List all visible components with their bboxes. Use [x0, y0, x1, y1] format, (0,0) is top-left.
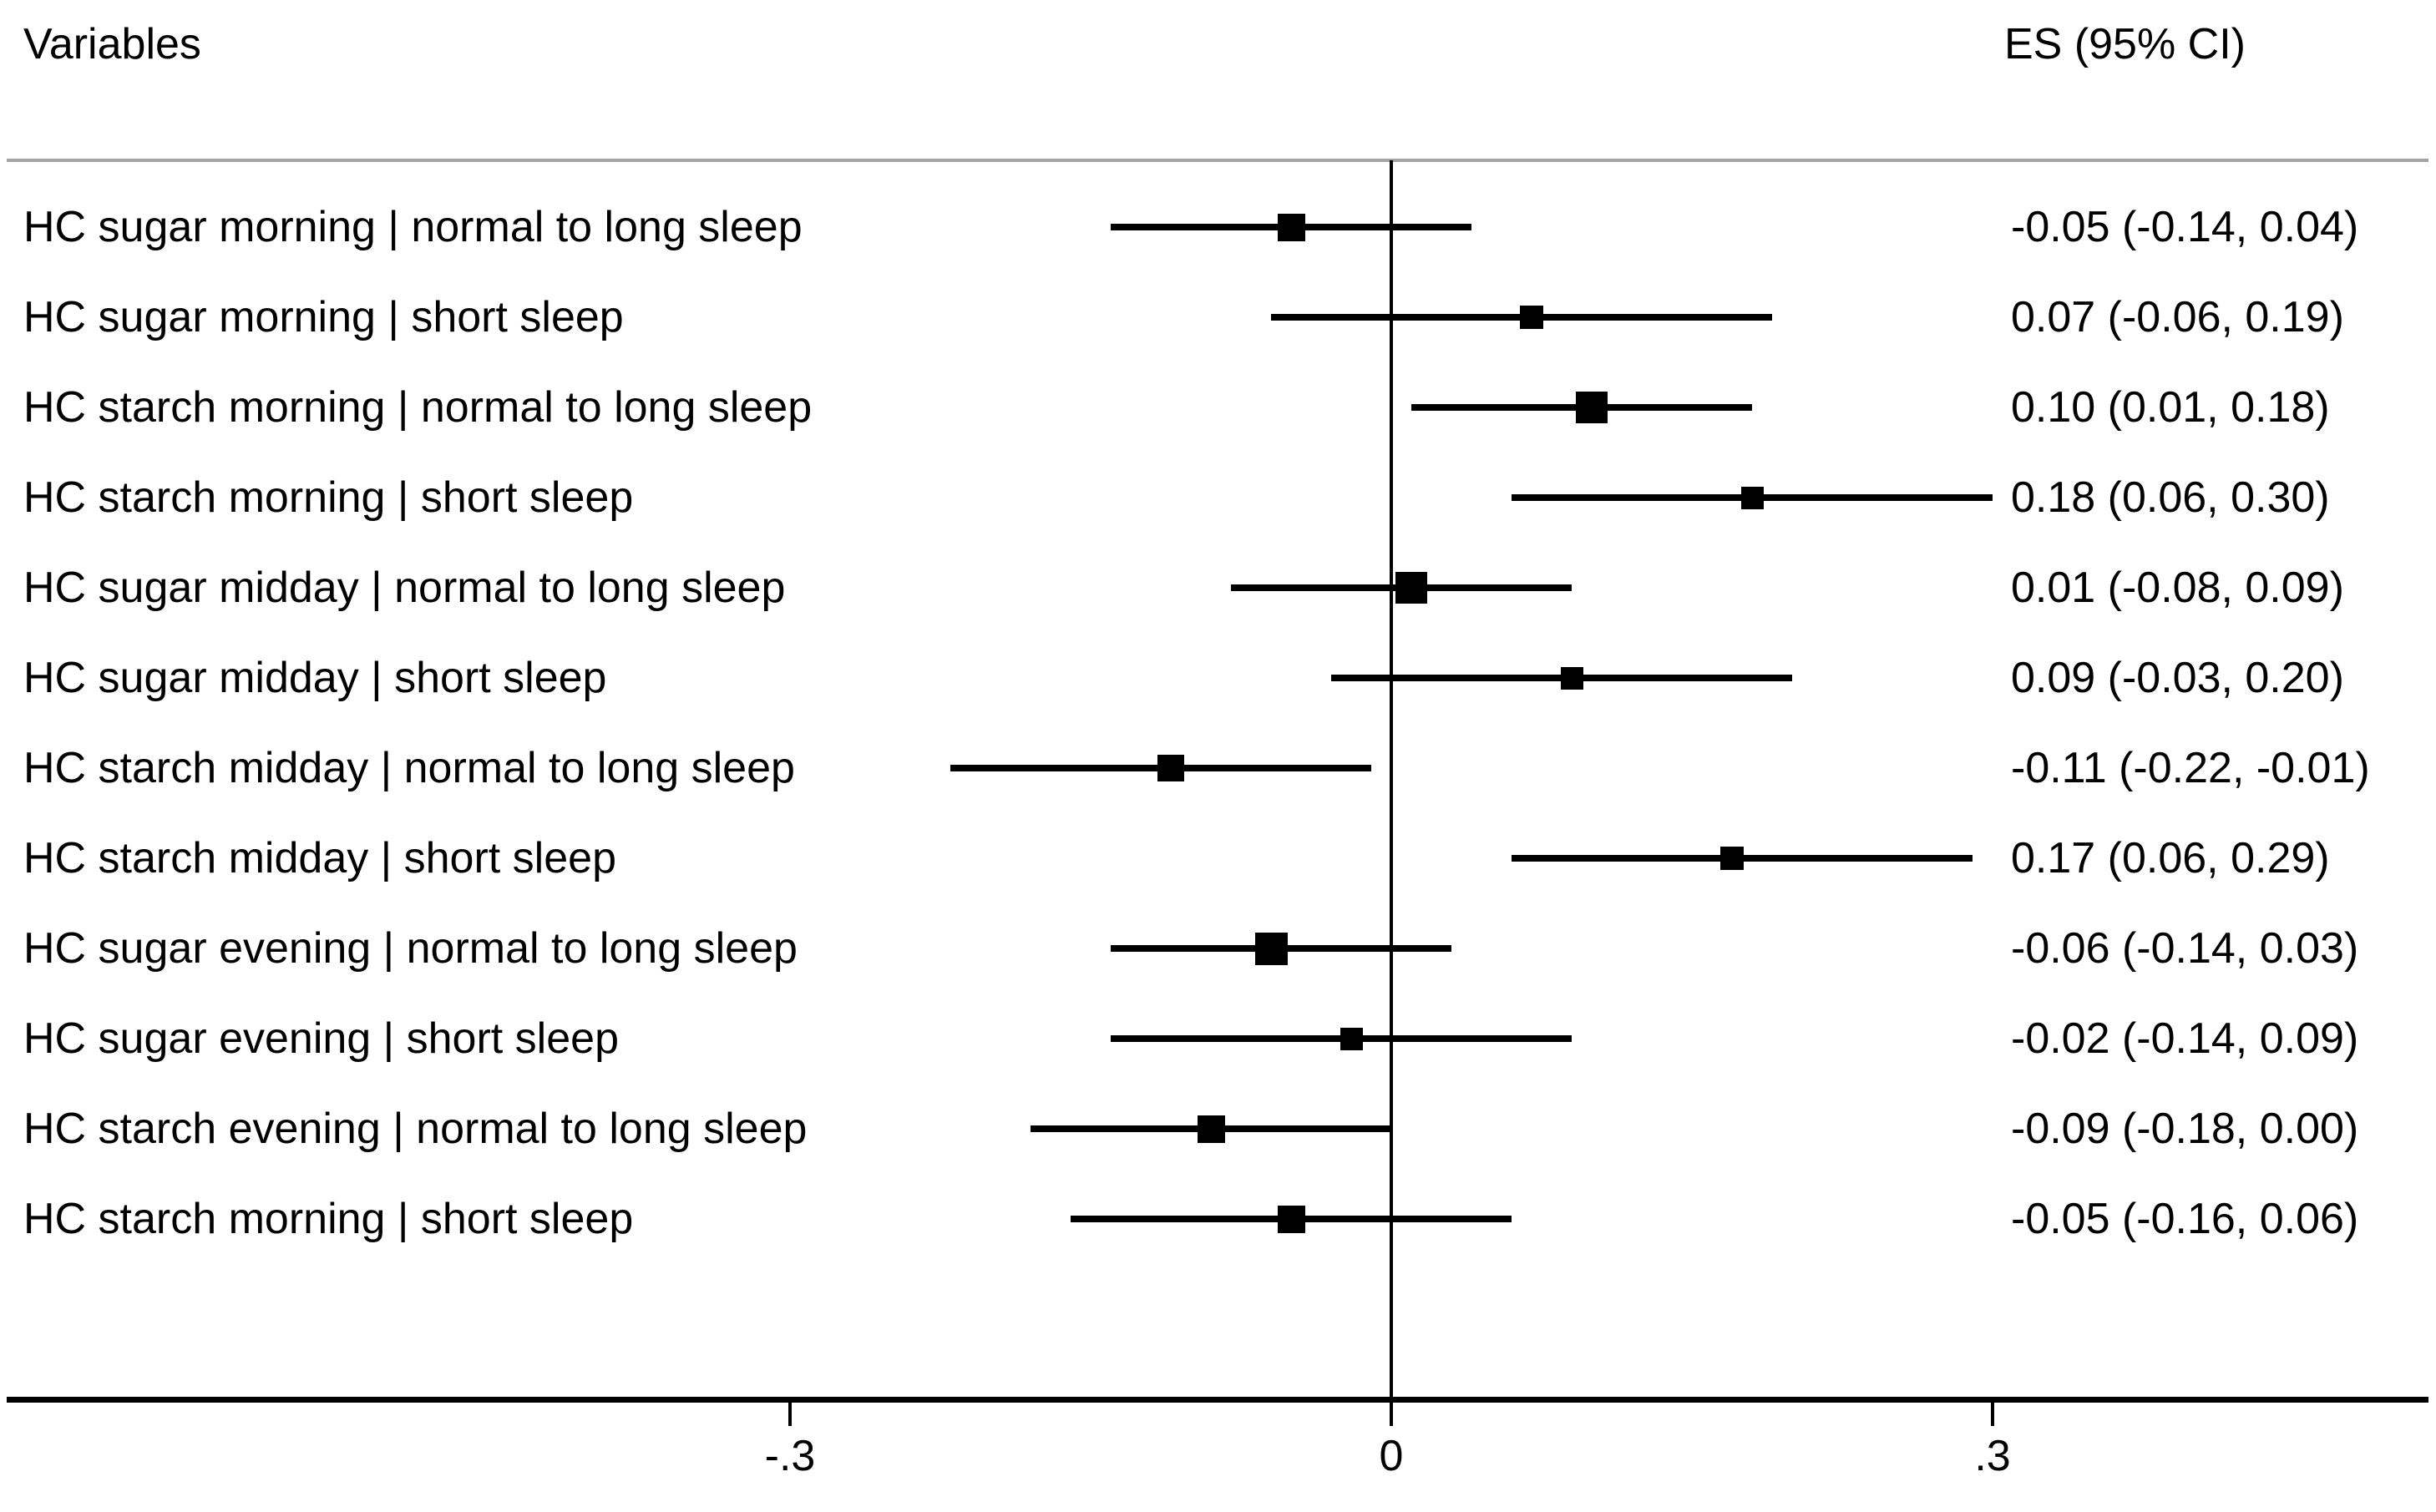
x-axis-tick-mark	[1390, 1403, 1393, 1426]
es-ci-value: 0.01 (-0.08, 0.09)	[2011, 564, 2344, 612]
es-ci-value: -0.05 (-0.14, 0.04)	[2011, 203, 2359, 251]
effect-size-marker	[1277, 213, 1305, 241]
row-label: HC sugar midday | short sleep	[23, 654, 607, 702]
row-label: HC starch midday | short sleep	[23, 834, 616, 882]
es-ci-value: -0.09 (-0.18, 0.00)	[2011, 1105, 2359, 1153]
effect-size-marker	[1157, 755, 1184, 781]
effect-size-marker	[1520, 306, 1543, 329]
x-axis-tick-label: 0	[1379, 1432, 1404, 1480]
x-axis-tick-label: .3	[1974, 1432, 2011, 1480]
x-axis-tick-mark	[1991, 1403, 1994, 1426]
row-label: HC sugar evening | short sleep	[23, 1014, 619, 1063]
es-ci-value: 0.09 (-0.03, 0.20)	[2011, 654, 2344, 702]
effect-size-marker	[1277, 1205, 1305, 1233]
x-axis-tick-mark	[788, 1403, 792, 1426]
row-label: HC sugar midday | normal to long sleep	[23, 564, 786, 612]
variables-column-header: Variables	[23, 20, 201, 68]
row-label: HC starch morning | normal to long sleep	[23, 383, 813, 432]
es-ci-column-header: ES (95% CI)	[2004, 20, 2246, 68]
row-label: HC sugar evening | normal to long sleep	[23, 924, 798, 973]
effect-size-marker	[1560, 666, 1583, 690]
row-label: HC starch morning | short sleep	[23, 1195, 634, 1243]
row-label: HC starch midday | normal to long sleep	[23, 744, 795, 792]
es-ci-value: -0.11 (-0.22, -0.01)	[2011, 744, 2370, 792]
es-ci-value: -0.02 (-0.14, 0.09)	[2011, 1014, 2359, 1063]
es-ci-value: 0.10 (0.01, 0.18)	[2011, 383, 2330, 432]
zero-reference-line	[1390, 160, 1393, 1399]
effect-size-marker	[1740, 486, 1764, 509]
effect-size-marker	[1576, 392, 1608, 423]
es-ci-value: -0.05 (-0.16, 0.06)	[2011, 1195, 2359, 1243]
es-ci-value: 0.17 (0.06, 0.29)	[2011, 834, 2330, 882]
header-divider-line	[7, 159, 2428, 162]
es-ci-value: 0.18 (0.06, 0.30)	[2011, 473, 2330, 522]
effect-size-marker	[1720, 847, 1744, 870]
x-axis-tick-label: -.3	[764, 1432, 816, 1480]
es-ci-value: -0.06 (-0.14, 0.03)	[2011, 924, 2359, 973]
x-axis-line	[7, 1397, 2428, 1403]
effect-size-marker	[1254, 932, 1288, 965]
effect-size-marker	[1340, 1027, 1363, 1050]
row-label: HC sugar morning | short sleep	[23, 293, 624, 341]
effect-size-marker	[1197, 1115, 1225, 1143]
row-label: HC starch morning | short sleep	[23, 473, 634, 522]
row-label: HC starch evening | normal to long sleep	[23, 1105, 808, 1153]
row-label: HC sugar morning | normal to long sleep	[23, 203, 803, 251]
effect-size-marker	[1395, 572, 1427, 604]
es-ci-value: 0.07 (-0.06, 0.19)	[2011, 293, 2344, 341]
